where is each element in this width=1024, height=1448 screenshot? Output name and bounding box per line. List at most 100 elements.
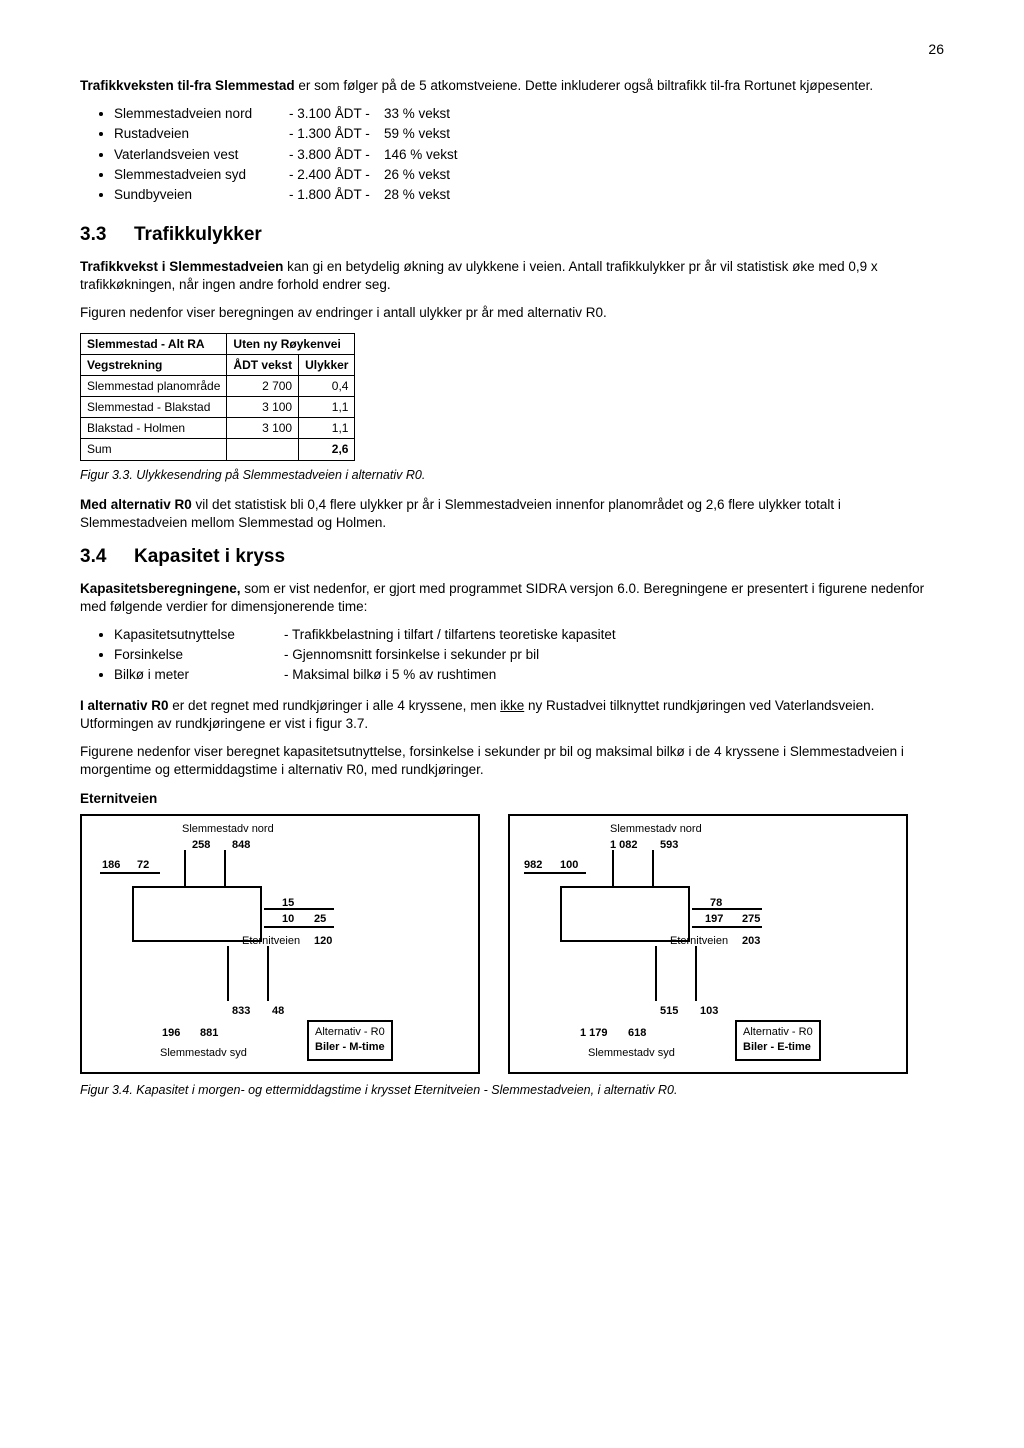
sec33-p3: Med alternativ R0 vil det statistisk bli… xyxy=(80,496,944,532)
intro-bold: Trafikkveksten til-fra Slemmestad xyxy=(80,78,295,93)
road-adt: - 1.800 ÅDT - xyxy=(289,186,384,204)
sec33-p1-bold: Trafikkvekst i Slemmestadveien xyxy=(80,259,283,274)
cell: 3 100 xyxy=(227,397,299,418)
def: - Gjennomsnitt forsinkelse i sekunder pr… xyxy=(284,647,539,662)
bot-val: 881 xyxy=(200,1026,218,1041)
list-item: Slemmestadveien nord- 3.100 ÅDT -33 % ve… xyxy=(114,105,944,123)
table-row: Blakstad - Holmen 3 100 1,1 xyxy=(81,418,355,439)
cell: Blakstad - Holmen xyxy=(81,418,227,439)
bot-val: 618 xyxy=(628,1026,646,1041)
top-val: 593 xyxy=(660,838,678,853)
cell: 2 700 xyxy=(227,375,299,396)
road-pct: 146 % vekst xyxy=(384,147,458,162)
table-row: Slemmestad - Blakstad 3 100 1,1 xyxy=(81,397,355,418)
road-name: Vaterlandsveien vest xyxy=(114,146,289,164)
e-total: 120 xyxy=(314,934,332,949)
sec34-p1-bold: Kapasitetsberegningene, xyxy=(80,581,241,596)
bot-label: Slemmestadv syd xyxy=(160,1046,247,1061)
bot-val: 196 xyxy=(162,1026,180,1041)
road-name: Slemmestadveien syd xyxy=(114,166,289,184)
cell: 3 100 xyxy=(227,418,299,439)
top-val: 258 xyxy=(192,838,210,853)
road-pct: 28 % vekst xyxy=(384,187,450,202)
e-label: Eternitveien xyxy=(242,934,300,949)
sec33-p3-rest: vil det statistisk bli 0,4 flere ulykker… xyxy=(80,497,841,530)
subsection-eternitveien: Eternitveien xyxy=(80,790,944,808)
alt-box: Alternativ - R0 Biler - M-time xyxy=(307,1020,393,1061)
bot-val: 1 179 xyxy=(580,1026,608,1041)
sec33-p1: Trafikkvekst i Slemmestadveien kan gi en… xyxy=(80,258,944,294)
section-33-heading: 3.3Trafikkulykker xyxy=(80,222,944,248)
table-header: ÅDT vekst xyxy=(227,354,299,375)
sec33-p2: Figuren nedenfor viser beregningen av en… xyxy=(80,304,944,322)
list-item: Vaterlandsveien vest- 3.800 ÅDT -146 % v… xyxy=(114,146,944,164)
nw-val: 72 xyxy=(137,858,149,873)
bot-val: 48 xyxy=(272,1004,284,1019)
sec34-p2: I alternativ R0 er det regnet med rundkj… xyxy=(80,697,944,733)
intro-paragraph: Trafikkveksten til-fra Slemmestad er som… xyxy=(80,77,944,95)
bot-val: 103 xyxy=(700,1004,718,1019)
road-pct: 33 % vekst xyxy=(384,106,450,121)
bot-label: Slemmestadv syd xyxy=(588,1046,675,1061)
sec34-p3: Figurene nedenfor viser beregnet kapasit… xyxy=(80,743,944,779)
road-pct: 26 % vekst xyxy=(384,167,450,182)
top-label: Slemmestadv nord xyxy=(182,822,274,837)
cell: 0,4 xyxy=(299,375,355,396)
list-item: Bilkø i meter- Maksimal bilkø i 5 % av r… xyxy=(114,666,944,684)
e-val: 275 xyxy=(742,912,760,927)
table-header: Vegstrekning xyxy=(81,354,227,375)
cell: Sum xyxy=(81,439,227,460)
nw-val: 100 xyxy=(560,858,578,873)
road-name: Sundbyveien xyxy=(114,186,289,204)
table-row: Slemmestad planområde 2 700 0,4 xyxy=(81,375,355,396)
capacity-defs-list: Kapasitetsutnyttelse- Trafikkbelastning … xyxy=(114,626,944,685)
road-name: Rustadveien xyxy=(114,125,289,143)
road-adt: - 3.800 ÅDT - xyxy=(289,146,384,164)
section-34-heading: 3.4Kapasitet i kryss xyxy=(80,544,944,570)
e-label: Eternitveien xyxy=(670,934,728,949)
figure-34-caption: Figur 3.4. Kapasitet i morgen- og etterm… xyxy=(80,1082,944,1099)
e-val: 197 xyxy=(705,912,723,927)
nw-val: 982 xyxy=(524,858,542,873)
section-number: 3.3 xyxy=(80,222,134,248)
bot-val: 833 xyxy=(232,1004,250,1019)
list-item: Kapasitetsutnyttelse- Trafikkbelastning … xyxy=(114,626,944,644)
alt-line: Alternativ - R0 xyxy=(315,1025,385,1040)
sec34-p2-bold: I alternativ R0 xyxy=(80,698,169,713)
sec34-p2-b: er det regnet med rundkjøringer i alle 4… xyxy=(169,698,501,713)
term: Bilkø i meter xyxy=(114,666,284,684)
table-header: Slemmestad - Alt RA xyxy=(81,333,227,354)
table-header: Ulykker xyxy=(299,354,355,375)
term: Kapasitetsutnyttelse xyxy=(114,626,284,644)
cell: 1,1 xyxy=(299,418,355,439)
list-item: Forsinkelse- Gjennomsnitt forsinkelse i … xyxy=(114,646,944,664)
section-number: 3.4 xyxy=(80,544,134,570)
e-val: 10 xyxy=(282,912,294,927)
e-val: 25 xyxy=(314,912,326,927)
cell: Slemmestad - Blakstad xyxy=(81,397,227,418)
page-number: 26 xyxy=(80,40,944,59)
road-adt: - 2.400 ÅDT - xyxy=(289,166,384,184)
top-val: 1 082 xyxy=(610,838,638,853)
intersection-diagrams: Slemmestadv nord 258 848 186 72 15 10 25… xyxy=(80,814,944,1074)
alt-box: Alternativ - R0 Biler - E-time xyxy=(735,1020,821,1061)
nw-val: 186 xyxy=(102,858,120,873)
cell xyxy=(227,439,299,460)
section-title: Kapasitet i kryss xyxy=(134,546,285,567)
cell: 2,6 xyxy=(299,439,355,460)
alt-line: Biler - E-time xyxy=(743,1040,813,1055)
sec34-p1: Kapasitetsberegningene, som er vist nede… xyxy=(80,580,944,616)
table-header: Uten ny Røykenvei xyxy=(227,333,355,354)
figure-33-caption: Figur 3.3. Ulykkesendring på Slemmestadv… xyxy=(80,467,944,484)
top-val: 848 xyxy=(232,838,250,853)
road-pct: 59 % vekst xyxy=(384,126,450,141)
diagram-e-time: Slemmestadv nord 1 082 593 982 100 78 19… xyxy=(508,814,908,1074)
def: - Maksimal bilkø i 5 % av rushtimen xyxy=(284,667,496,682)
section-title: Trafikkulykker xyxy=(134,224,262,245)
table-row-sum: Sum 2,6 xyxy=(81,439,355,460)
sec33-p3-bold: Med alternativ R0 xyxy=(80,497,192,512)
alt-line: Biler - M-time xyxy=(315,1040,385,1055)
top-label: Slemmestadv nord xyxy=(610,822,702,837)
def: - Trafikkbelastning i tilfart / tilfarte… xyxy=(284,627,616,642)
accident-table: Slemmestad - Alt RA Uten ny Røykenvei Ve… xyxy=(80,333,355,461)
